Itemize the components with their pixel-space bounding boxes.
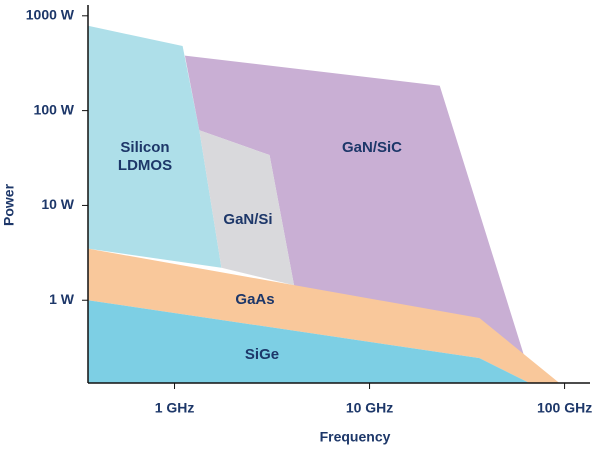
y-tick-label: 100 W <box>34 101 75 117</box>
region <box>184 55 525 356</box>
x-tick-label: 1 GHz <box>155 400 195 416</box>
y-tick-label: 1 W <box>49 291 75 307</box>
region-label: Silicon LDMOS <box>117 139 173 174</box>
x-tick-label: 100 GHz <box>537 400 592 416</box>
y-axis-label: Power <box>1 183 17 226</box>
x-axis-label: Frequency <box>320 429 391 445</box>
region-label: GaN/Si <box>223 211 273 228</box>
region <box>199 130 295 286</box>
region <box>88 25 222 268</box>
y-tick-label: 10 W <box>41 196 74 212</box>
region-label: GaN/SiC <box>341 139 402 156</box>
region-label: SiGe <box>244 346 280 363</box>
x-tick-label: 10 GHz <box>346 400 393 416</box>
y-tick-label: 1000 W <box>26 7 75 23</box>
region <box>88 300 530 383</box>
region <box>88 248 560 383</box>
region-label: GaAs <box>235 291 275 308</box>
